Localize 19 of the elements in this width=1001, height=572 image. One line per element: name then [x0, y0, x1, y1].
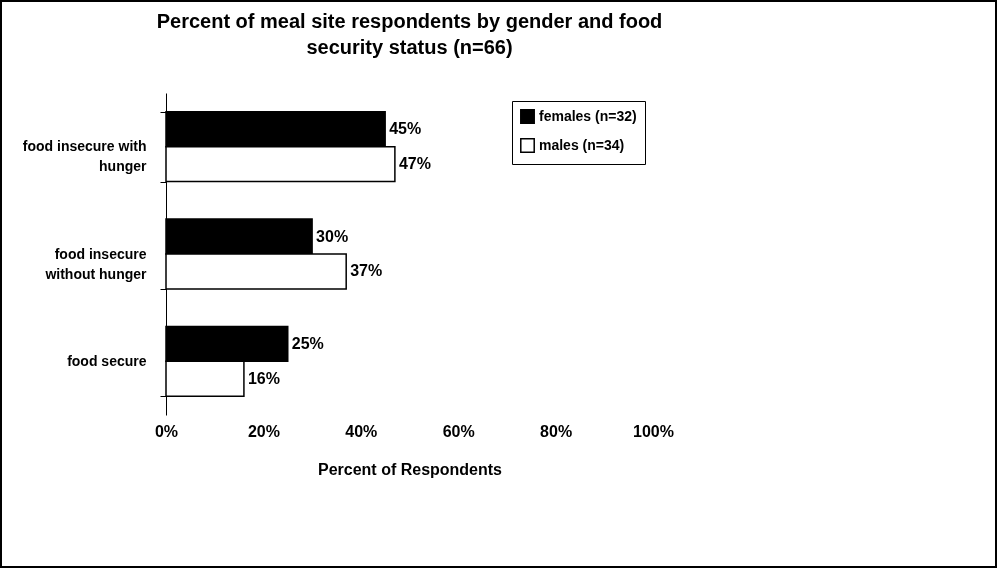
x-axis-title: Percent of Respondents [317, 460, 503, 478]
x-tick-label: 40% [345, 422, 378, 440]
data-label: 45% [389, 120, 422, 138]
data-label: 37% [350, 262, 383, 280]
data-label: 25% [291, 334, 324, 352]
data-label: 16% [247, 369, 280, 387]
x-tick-label: 80% [540, 422, 573, 440]
y-tick-label: food insecure without hunger [44, 245, 148, 282]
legend-label: females (n=32) [539, 107, 637, 124]
x-tick-label: 20% [247, 422, 280, 440]
x-tick-label: 60% [442, 422, 475, 440]
data-label: 30% [316, 227, 349, 245]
legend-label: males (n=34) [539, 136, 625, 153]
x-tick-label: 0% [154, 422, 179, 440]
y-tick-label: food secure [67, 352, 147, 369]
chart-title: Percent of meal site respondents by gender and food security status (n=66) [156, 10, 663, 58]
data-label: 47% [398, 155, 431, 173]
x-tick-label: 100% [633, 422, 674, 440]
y-tick-label: food insecure with hunger [22, 138, 148, 175]
